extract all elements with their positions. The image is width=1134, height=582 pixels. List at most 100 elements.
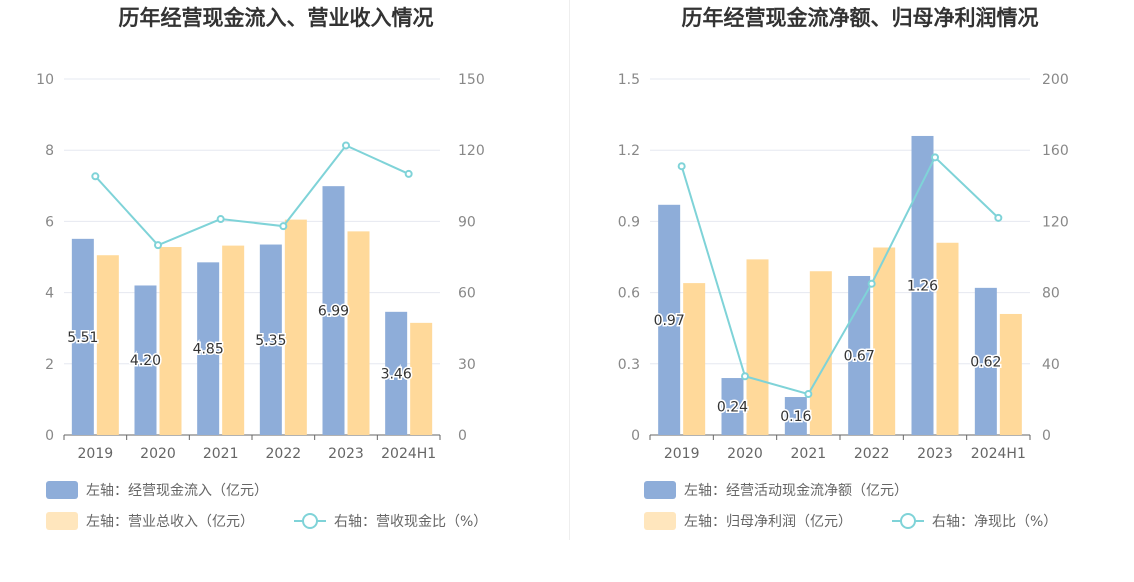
data-label: 5.35: [255, 333, 286, 349]
data-label: 0.24: [717, 400, 748, 416]
data-label: 0.62: [970, 354, 1001, 370]
bar-series-2: [284, 219, 307, 435]
bar-series-1: [71, 238, 94, 435]
left-axis-tick: 2: [45, 357, 54, 373]
x-axis-tick: 2024H1: [381, 446, 436, 462]
legend-swatch: [46, 481, 78, 499]
bar-series-2: [96, 255, 119, 435]
data-label: 4.85: [193, 342, 224, 358]
line-point: [342, 141, 350, 150]
line-point: [279, 222, 288, 231]
left-axis-tick: 8: [45, 143, 54, 159]
legend-label: 右轴：净现比（%）: [932, 514, 1057, 530]
right-axis-tick: 40: [1042, 357, 1060, 373]
bar-series-1: [197, 262, 220, 435]
data-label: 3.46: [381, 366, 412, 382]
legend-swatch: [46, 512, 78, 530]
bar-series-2: [809, 271, 832, 435]
right-axis-tick: 0: [458, 428, 467, 444]
legend-label: 右轴：营收现金比（%）: [334, 514, 487, 530]
x-axis-tick: 2024H1: [971, 446, 1026, 462]
left-axis-tick: 0: [631, 428, 640, 444]
line-point: [741, 372, 749, 381]
bar-series-2: [222, 245, 245, 435]
right-axis-tick: 120: [458, 143, 485, 159]
bar-series-2: [159, 247, 182, 435]
bar-series-1: [974, 287, 997, 435]
right-axis-tick: 60: [458, 286, 476, 302]
line-point: [931, 153, 939, 162]
left-axis-tick: 10: [36, 72, 54, 88]
line-series: [680, 155, 1000, 396]
bar-series-2: [999, 313, 1022, 435]
legend-swatch: [644, 481, 676, 499]
left-axis-tick: 4: [45, 286, 54, 302]
right-axis-tick: 120: [1042, 214, 1069, 230]
left-axis-tick: 0: [45, 428, 54, 444]
legend-item-2[interactable]: 左轴：归母净利润（亿元）: [644, 512, 852, 530]
bar-series-2: [746, 259, 769, 435]
left-axis-tick: 0.9: [618, 214, 640, 230]
left-axis-tick: 6: [45, 214, 54, 230]
right-axis-tick: 30: [458, 357, 476, 373]
chart-title: 历年经营现金流净额、归母净利润情况: [682, 6, 1039, 30]
x-axis-tick: 2019: [78, 446, 114, 462]
legend-item-3[interactable]: 右轴：营收现金比（%）: [294, 513, 487, 530]
x-axis-tick: 2022: [854, 446, 890, 462]
bar-series-1: [134, 285, 157, 435]
legend-swatch: [644, 512, 676, 530]
data-label: 1.26: [907, 278, 938, 294]
line-point: [91, 172, 100, 181]
bar-series-1: [658, 204, 681, 435]
chart-title: 历年经营现金流入、营业收入情况: [119, 6, 434, 30]
legend-item-1[interactable]: 左轴：经营活动现金流净额（亿元）: [644, 481, 908, 499]
bar-series-1: [385, 311, 408, 435]
right-axis-tick: 0: [1042, 428, 1051, 444]
data-label: 5.51: [67, 330, 98, 346]
right-axis-tick: 80: [1042, 286, 1060, 302]
panel-divider: [569, 0, 570, 540]
data-label: 4.20: [130, 353, 161, 369]
data-label: 6.99: [318, 304, 349, 320]
left-axis-tick: 1.5: [618, 72, 640, 88]
bar-series-1: [911, 135, 934, 435]
line-series: [94, 144, 410, 247]
line-point: [867, 279, 876, 288]
bar-series-1: [784, 397, 807, 435]
x-axis-tick: 2021: [791, 446, 827, 462]
bar-series-2: [347, 231, 370, 435]
x-axis-tick: 2023: [328, 446, 364, 462]
x-axis-tick: 2020: [727, 446, 763, 462]
bar-series-2: [410, 322, 433, 435]
data-label: 0.67: [844, 348, 875, 364]
legend-label: 左轴：经营活动现金流净额（亿元）: [684, 483, 908, 499]
legend-item-1[interactable]: 左轴：经营现金流入（亿元）: [46, 481, 268, 499]
x-axis-tick: 2020: [140, 446, 176, 462]
right-axis-tick: 160: [1042, 143, 1069, 159]
legend-label: 左轴：归母净利润（亿元）: [684, 513, 852, 530]
bar-series-2: [936, 242, 959, 435]
legend-item-2[interactable]: 左轴：营业总收入（亿元）: [46, 512, 254, 530]
chart-1: 历年经营现金流入、营业收入情况 0 0 2 30 4 60 6 90 8 120 10 150 2019 2…: [36, 6, 487, 530]
right-axis-tick: 200: [1042, 72, 1069, 88]
bar-series-1: [721, 378, 744, 435]
bar-series-1: [259, 244, 282, 435]
line-point: [216, 215, 225, 224]
data-label: 0.16: [780, 409, 811, 425]
bar-series-2: [873, 247, 896, 435]
legend-marker: [900, 513, 916, 529]
right-axis-tick: 90: [458, 214, 476, 230]
legend-marker: [302, 513, 318, 529]
chart-2: 历年经营现金流净额、归母净利润情况 0 0 0.3 40 0.6 80 0.9 120 1.2 16…: [618, 6, 1069, 530]
line-point: [994, 213, 1003, 222]
left-axis-tick: 0.3: [618, 357, 640, 373]
line-point: [154, 241, 162, 250]
legend-item-3[interactable]: 右轴：净现比（%）: [892, 513, 1057, 530]
x-axis-tick: 2021: [203, 446, 239, 462]
left-axis-tick: 0.6: [618, 286, 640, 302]
x-axis-tick: 2022: [266, 446, 302, 462]
x-axis-tick: 2023: [917, 446, 953, 462]
legend-label: 左轴：营业总收入（亿元）: [86, 514, 254, 530]
x-axis-tick: 2019: [664, 446, 700, 462]
